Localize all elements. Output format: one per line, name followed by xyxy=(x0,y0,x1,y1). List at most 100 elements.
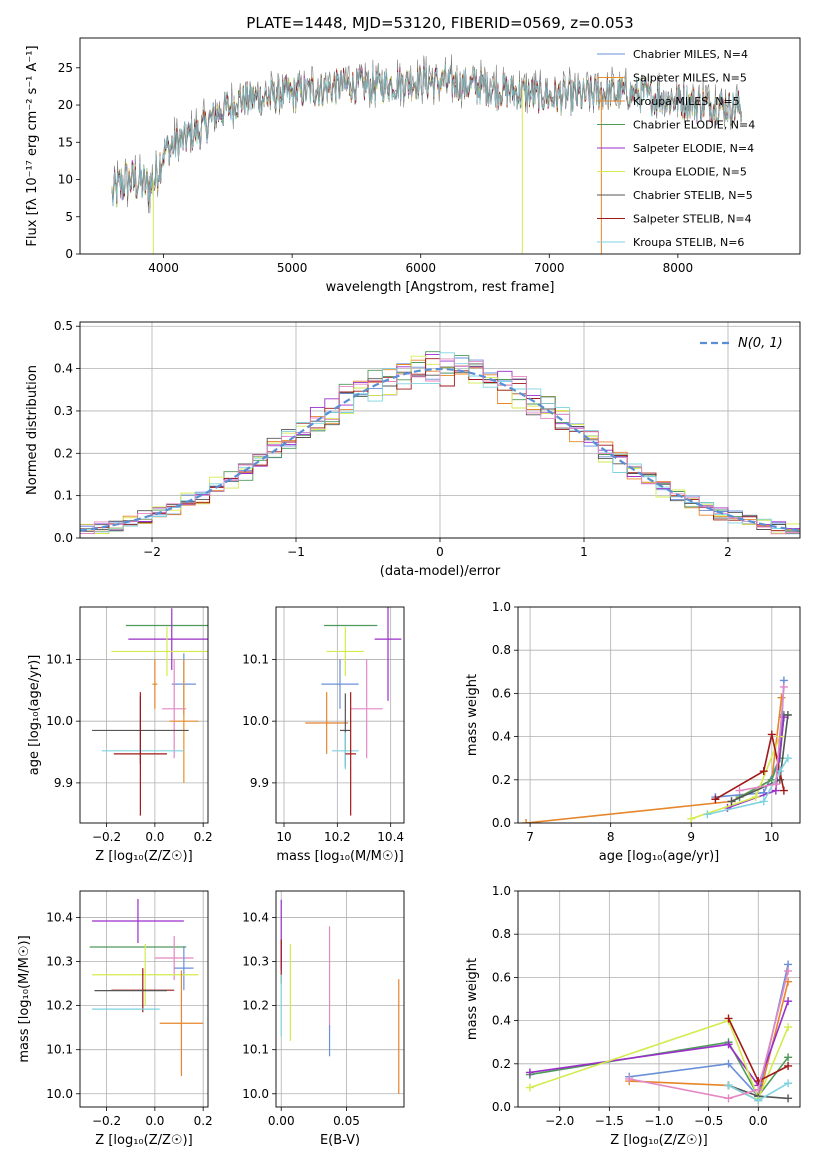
mass-weight-vs-z-xtick-label-0: −2.0 xyxy=(545,1114,574,1128)
spectrum-ticks: 4000 5000 6000 7000 8000 0 5 10 15 20 25 xyxy=(58,61,693,275)
mass-weight-vs-age-line-1 xyxy=(526,697,783,823)
age-vs-z-xtick-label-0: −0.2 xyxy=(92,830,121,844)
spectrum-xtick-label-2: 6000 xyxy=(405,261,436,275)
mass-vs-z-xtick-label-1: 0.0 xyxy=(145,1114,164,1128)
age-vs-z-errorbar-3 xyxy=(152,659,158,709)
spectrum-xtick-label-1: 5000 xyxy=(277,261,308,275)
mass-weight-vs-z-ylabel: mass weight xyxy=(465,958,480,1040)
age-vs-mass-errorbar-4 xyxy=(350,659,383,759)
age-vs-z-xtick-label-1: 0.0 xyxy=(145,830,164,844)
mass-weight-vs-age-marker-8-0 xyxy=(735,786,744,795)
spectrum-legend-label-5: Kroupa ELODIE, N=5 xyxy=(633,166,747,179)
mass-weight-vs-z-line-4 xyxy=(529,1019,789,1101)
residuals-xtick-label-2: 0 xyxy=(436,545,444,559)
mass-weight-vs-age-marker-7-1 xyxy=(759,797,768,806)
mass-weight-vs-z-xtick-label-1: −1.5 xyxy=(595,1114,624,1128)
age-vs-mass-ytick-label-0: 9.9 xyxy=(250,776,269,790)
mass-vs-z-xlabel: Z [log₁₀(Z/Z☉)] xyxy=(95,1133,192,1148)
mass-vs-z-errorbar-8 xyxy=(159,970,204,1077)
mass-weight-vs-age-marker-6-2 xyxy=(767,730,776,739)
age-vs-mass-errorbar-7 xyxy=(332,732,359,770)
mass-weight-vs-z-line-3 xyxy=(529,1000,789,1088)
spectrum-ytick-label-0: 0 xyxy=(65,247,73,261)
residuals-xtick-label-1: −1 xyxy=(287,545,305,559)
spectrum-legend-label-2: Kroupa MILES, N=5 xyxy=(633,95,740,108)
mass-weight-vs-z-marker-7-0 xyxy=(724,1081,733,1090)
residuals-plot xyxy=(80,351,800,538)
residuals-ytick-label-1: 0.1 xyxy=(54,489,73,503)
mass-vs-z-errorbar-2 xyxy=(154,935,194,981)
mass-weight-vs-z-xlabel: Z [log₁₀(Z/Z☉)] xyxy=(610,1133,707,1148)
mass-weight-vs-age-marker-6-3 xyxy=(779,786,788,795)
residuals-ytick-label-3: 0.3 xyxy=(54,404,73,418)
spectrum-xtick-label-0: 4000 xyxy=(148,261,179,275)
mass-weight-vs-age-plot xyxy=(522,676,792,823)
mass-vs-z-ytick-label-0: 10.0 xyxy=(46,1087,73,1101)
spectrum-legend-label-6: Chabrier STELIB, N=5 xyxy=(633,189,753,202)
mass-weight-vs-z-line-8 xyxy=(629,970,789,1100)
mass-vs-z-errorbar-3 xyxy=(174,946,194,991)
mass-weight-vs-age-xtick-label-0: 7 xyxy=(526,830,534,844)
residuals-xtick-label-0: −2 xyxy=(143,545,161,559)
mass-weight-vs-z-marker-8-0 xyxy=(625,1074,634,1083)
mass-weight-vs-age-ytick-label-2: 0.4 xyxy=(492,730,511,744)
mass-weight-vs-z-axes xyxy=(518,890,800,1108)
age-vs-z-errorbar-2 xyxy=(111,626,208,677)
residuals-xtick-label-4: 2 xyxy=(724,545,732,559)
mass-weight-vs-age-ylabel: mass weight xyxy=(465,674,480,756)
mass-vs-z-errorbar-0 xyxy=(92,898,184,944)
mass-weight-vs-z-marker-4-0 xyxy=(525,1083,534,1092)
age-vs-mass-frame xyxy=(275,606,405,824)
mass-weight-vs-age-marker-7-3 xyxy=(783,754,792,763)
mass-vs-ebv-ytick-label-4: 10.4 xyxy=(242,910,269,924)
mass-vs-ebv-frame xyxy=(275,890,405,1108)
residuals-ytick-label-4: 0.4 xyxy=(54,362,73,376)
mass-weight-vs-z-marker-3-3 xyxy=(784,997,793,1006)
mass-vs-ebv-xtick-label-0: 0.00 xyxy=(268,1114,295,1128)
age-vs-z-ticks: −0.2 0.0 0.2 9.9 10.0 10.1 xyxy=(46,652,212,844)
mass-weight-vs-age-marker-6-1 xyxy=(759,767,768,776)
mass-weight-vs-z-marker-4-3 xyxy=(784,1023,793,1032)
mass-vs-z-ylabel: mass [log₁₀(M/M☉)] xyxy=(17,935,32,1062)
spectrum-xtick-label-4: 8000 xyxy=(663,261,694,275)
age-vs-z-errorbar-9 xyxy=(113,692,167,816)
residuals-ytick-label-2: 0.2 xyxy=(54,446,73,460)
mass-vs-z-plot xyxy=(89,898,204,1077)
age-vs-z-ytick-label-1: 10.0 xyxy=(46,714,73,728)
residuals-ytick-label-5: 0.5 xyxy=(54,319,73,333)
mass-weight-vs-z-marker-0-1 xyxy=(724,1059,733,1068)
mass-weight-vs-age-xtick-label-1: 8 xyxy=(607,830,615,844)
mass-vs-z-ytick-label-1: 10.1 xyxy=(46,1043,73,1057)
age-vs-mass-plot xyxy=(305,607,402,816)
mass-weight-vs-z-marker-6-2 xyxy=(784,1061,793,1070)
mass-weight-vs-z-marker-6-0 xyxy=(724,1014,733,1023)
age-vs-mass-xlabel: mass [log₁₀(M/M☉)] xyxy=(276,849,403,864)
age-vs-z-errorbar-5 xyxy=(162,659,187,759)
mass-vs-ebv-ticks: 0.00 0.05 10.0 10.1 10.2 10.3 10.4 xyxy=(242,910,360,1128)
age-vs-mass-errorbar-3 xyxy=(321,659,359,709)
mass-vs-z-axes xyxy=(80,891,208,1107)
mass-vs-z-xtick-label-0: −0.2 xyxy=(92,1114,121,1128)
age-vs-z-axes xyxy=(80,607,208,823)
residuals-xtick-label-3: 1 xyxy=(580,545,588,559)
mass-weight-vs-z-ytick-label-4: 0.8 xyxy=(492,927,511,941)
spectrum-ytick-label-4: 20 xyxy=(58,98,73,112)
age-vs-z-frame xyxy=(79,606,209,824)
spectrum-legend-label-4: Salpeter ELODIE, N=4 xyxy=(633,142,754,155)
mass-vs-z-ticks: −0.2 0.0 0.2 10.0 10.1 10.2 10.3 10.4 xyxy=(46,910,212,1128)
mass-weight-vs-z-marker-7-1 xyxy=(754,1096,763,1105)
mass-weight-vs-age-xtick-label-3: 10 xyxy=(764,830,779,844)
age-vs-mass-errorbar-2 xyxy=(326,626,364,677)
mass-weight-vs-age-ticks: 7 8 9 10 0.0 0.2 0.4 0.6 0.8 1.0 xyxy=(492,600,780,844)
mass-weight-vs-z-marker-8-1 xyxy=(724,1094,733,1103)
age-vs-mass-errorbar-1 xyxy=(374,607,402,701)
spectrum-xtick-label-3: 7000 xyxy=(534,261,565,275)
mass-weight-vs-z-marker-7-2 xyxy=(784,1079,793,1088)
spectrum-legend-label-8: Kroupa STELIB, N=6 xyxy=(633,236,744,249)
age-vs-mass-errorbar-5 xyxy=(305,692,348,754)
mass-weight-vs-z-marker-2-3 xyxy=(784,1053,793,1062)
mass-weight-vs-age-ytick-label-4: 0.8 xyxy=(492,643,511,657)
residuals-ylabel: Normed distribution xyxy=(25,365,40,495)
gaussian-legend-label: N(0, 1) xyxy=(738,336,783,351)
